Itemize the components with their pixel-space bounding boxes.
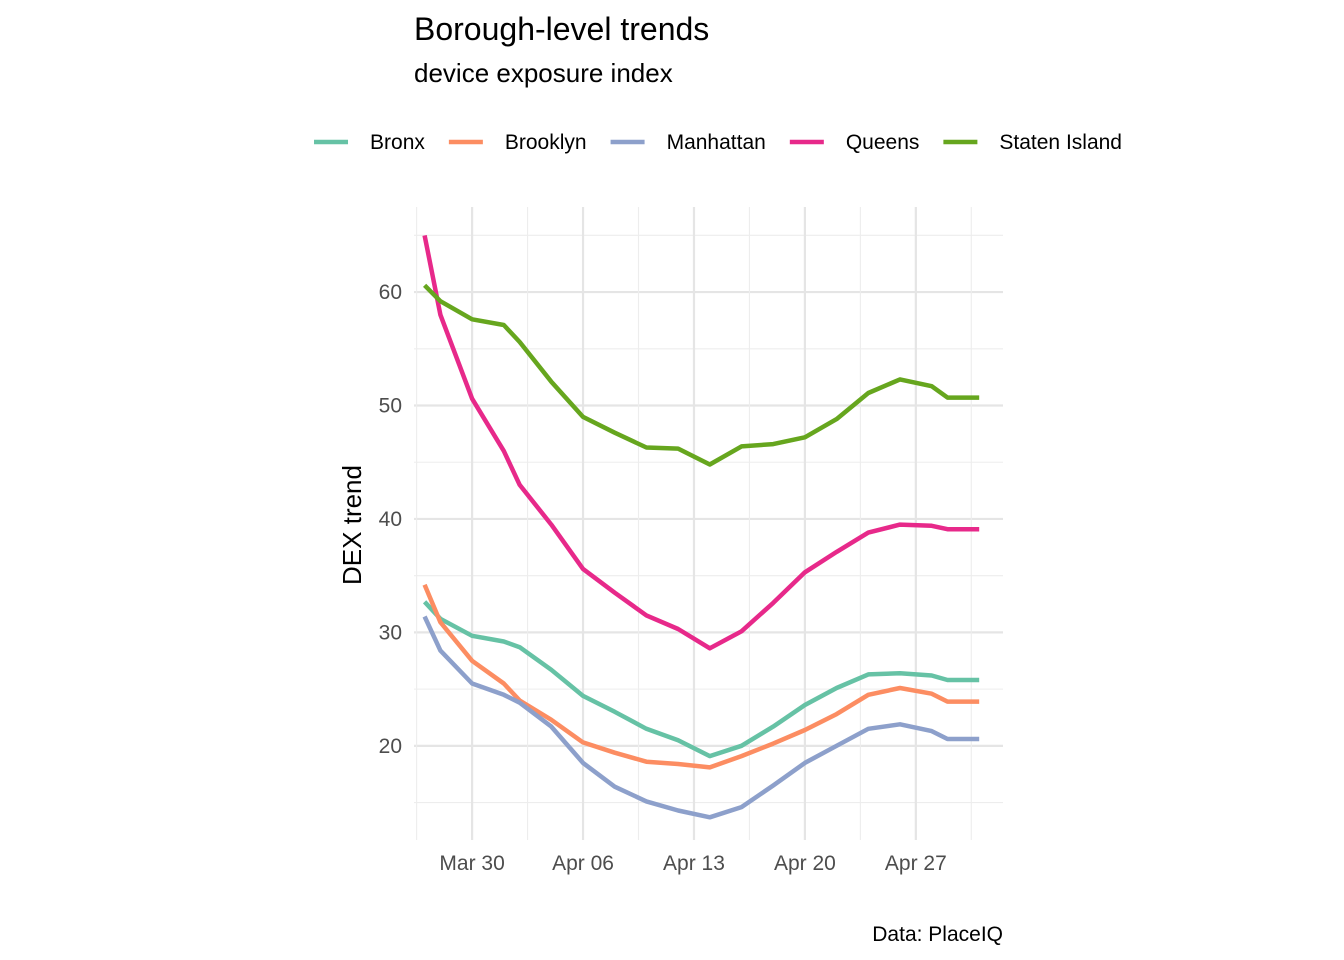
legend-label-bronx: Bronx xyxy=(370,131,425,154)
y-tick-label: 20 xyxy=(379,735,402,758)
series-line-bronx xyxy=(422,600,980,759)
series-line-queens xyxy=(422,234,980,651)
legend-label-manhattan: Manhattan xyxy=(667,131,766,154)
series-line-staten-island xyxy=(423,283,980,467)
chart-caption: Data: PlaceIQ xyxy=(872,923,1003,946)
y-axis-title: DEX trend xyxy=(337,465,367,585)
x-tick-label: Apr 06 xyxy=(552,852,614,875)
legend: Bronx Brooklyn Manhattan Queens Staten Islan… xyxy=(314,131,1122,154)
legend-label-queens: Queens xyxy=(846,131,920,154)
series-line-manhattan xyxy=(422,615,980,820)
legend-label-brooklyn: Brooklyn xyxy=(505,131,587,154)
x-tick-label: Apr 13 xyxy=(663,852,725,875)
y-tick-label: 50 xyxy=(379,395,402,418)
y-axis-ticks: 20 30 40 50 60 xyxy=(379,281,402,758)
series-group xyxy=(422,234,980,820)
y-tick-label: 40 xyxy=(379,508,402,531)
x-tick-label: Mar 30 xyxy=(439,852,504,875)
x-axis-ticks: Mar 30 Apr 06 Apr 13 Apr 20 Apr 27 xyxy=(439,852,946,875)
x-tick-label: Apr 20 xyxy=(774,852,836,875)
legend-label-staten-island: Staten Island xyxy=(999,131,1122,154)
chart-title: Borough-level trends xyxy=(414,11,709,47)
chart-subtitle: device exposure index xyxy=(414,58,673,88)
y-tick-label: 30 xyxy=(379,621,402,644)
x-tick-label: Apr 27 xyxy=(885,852,947,875)
series-line-brooklyn xyxy=(422,583,980,770)
y-tick-label: 60 xyxy=(379,281,402,304)
